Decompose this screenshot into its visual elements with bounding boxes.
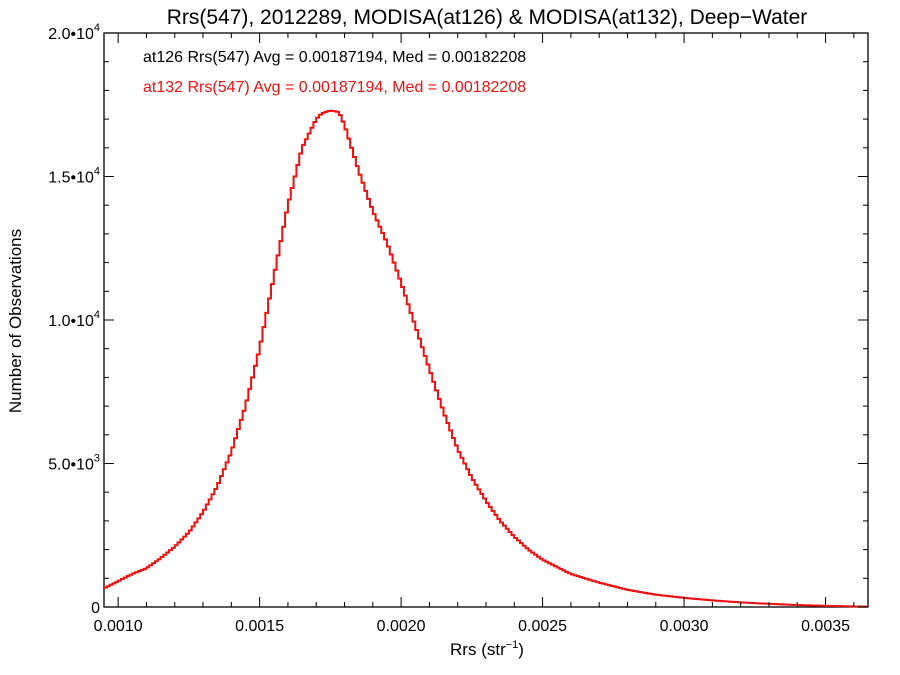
- chart-title: Rrs(547), 2012289, MODISA(at126) & MODIS…: [167, 6, 808, 29]
- x-tick-label: 0.0025: [518, 618, 567, 635]
- y-axis-label: Number of Observations: [6, 229, 25, 413]
- x-tick-label: 0.0030: [660, 618, 709, 635]
- y-tick-label: 0: [91, 600, 100, 617]
- y-tick-label-exponent: 4: [94, 166, 100, 178]
- y-tick-label: 2.0•104: [48, 22, 100, 43]
- y-tick-label-base: 0: [91, 600, 100, 617]
- x-tick-label: 0.0035: [801, 618, 850, 635]
- series-layer: [104, 109, 868, 608]
- x-axis-label-base: Rrs (str: [450, 640, 506, 659]
- tick-layer: 0.0010 0.0015 0.0020 0.0025 0.0030 0.0035 0 5.0…: [48, 22, 868, 635]
- y-tick-label-base: 1.0•10: [48, 313, 94, 330]
- plot-area: [103, 32, 869, 608]
- y-tick-label-base: 2.0•10: [48, 26, 94, 43]
- x-tick-label: 0.0010: [94, 618, 143, 635]
- y-tick-label: 1.0•104: [48, 309, 100, 330]
- y-tick-label: 1.5•104: [48, 166, 100, 187]
- stat-line-at126: at126 Rrs(547) Avg = 0.00187194, Med = 0…: [143, 49, 526, 66]
- y-tick-label: 5.0•103: [48, 453, 100, 474]
- stat-line-at132: at132 Rrs(547) Avg = 0.00187194, Med = 0…: [143, 79, 526, 96]
- x-axis-label: Rrs (str−1): [450, 639, 524, 659]
- x-tick-label: 0.0015: [235, 618, 284, 635]
- histogram-series-1: [104, 109, 868, 608]
- x-axis-label-tail: ): [518, 640, 524, 659]
- y-tick-label-exponent: 3: [94, 453, 100, 465]
- histogram-series-2: [104, 109, 868, 608]
- plot-frame: [103, 32, 869, 608]
- y-tick-label-exponent: 4: [94, 309, 100, 321]
- y-tick-label-exponent: 4: [94, 22, 100, 34]
- x-tick-label: 0.0020: [377, 618, 426, 635]
- y-tick-label-base: 1.5•10: [48, 170, 94, 187]
- x-axis-label-sup: −1: [506, 639, 519, 651]
- y-tick-label-base: 5.0•10: [48, 457, 94, 474]
